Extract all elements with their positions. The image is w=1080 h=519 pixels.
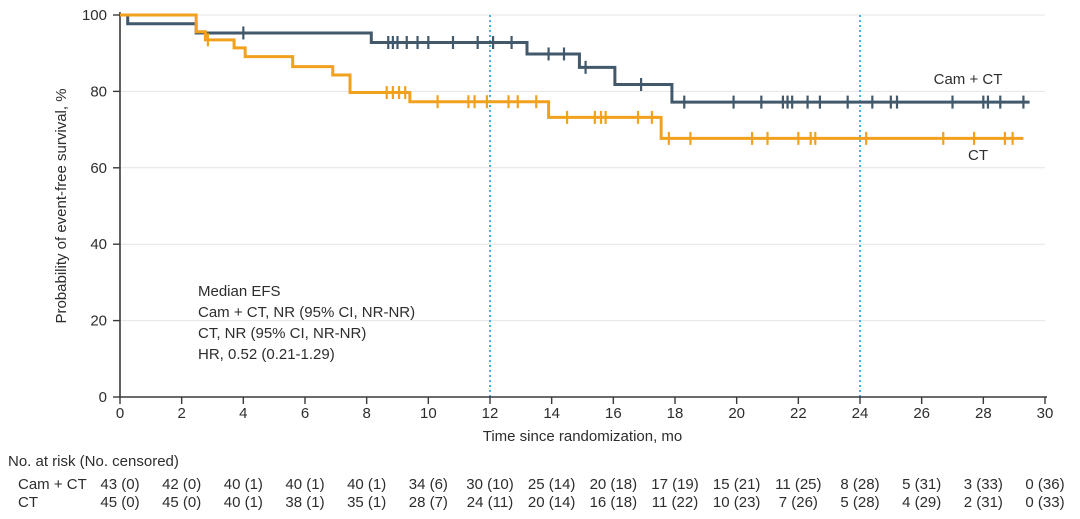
x-tick-label: 8	[362, 405, 370, 422]
x-tick-label: 2	[177, 405, 185, 422]
risk-cell: 24 (11)	[467, 494, 513, 511]
risk-cell: 40 (1)	[224, 494, 263, 511]
risk-cell: 35 (1)	[347, 494, 386, 511]
risk-cell: 20 (18)	[590, 476, 638, 493]
risk-cell: 5 (28)	[840, 494, 879, 511]
risk-cell: 45 (0)	[100, 494, 139, 511]
risk-cell: 40 (1)	[347, 476, 386, 493]
risk-cell: 15 (21)	[713, 476, 761, 493]
x-tick-label: 0	[116, 405, 124, 422]
risk-cell: 42 (0)	[162, 476, 201, 493]
y-tick-label: 60	[90, 160, 107, 177]
median-efs-annotation-line: Median EFS	[198, 283, 281, 300]
ct-curve	[120, 13, 1024, 140]
risk-cell: 17 (19)	[651, 476, 699, 493]
y-tick-label: 0	[99, 389, 107, 406]
median-efs-annotation-line: Cam + CT, NR (95% CI, NR-NR)	[198, 304, 415, 321]
camct-curve-label: Cam + CT	[934, 71, 1003, 88]
risk-cell: 0 (36)	[1025, 476, 1064, 493]
x-tick-label: 18	[667, 405, 684, 422]
risk-cell: 40 (1)	[285, 476, 324, 493]
x-tick-label: 10	[420, 405, 437, 422]
y-tick-label: 80	[90, 83, 107, 100]
camct-curve	[120, 13, 1030, 104]
risk-cell: 11 (25)	[775, 476, 821, 493]
x-tick-label: 26	[913, 405, 930, 422]
x-tick-label: 20	[728, 405, 745, 422]
y-tick-label: 40	[90, 236, 107, 253]
risk-cell: 16 (18)	[590, 494, 638, 511]
x-tick-label: 28	[975, 405, 992, 422]
risk-cell: 5 (31)	[902, 476, 941, 493]
risk-cell: 3 (33)	[964, 476, 1003, 493]
median-efs-annotation-line: HR, 0.52 (0.21-1.29)	[198, 346, 335, 363]
x-axis-title: Time since randomization, mo	[483, 428, 683, 445]
x-tick-label: 30	[1037, 405, 1054, 422]
risk-cell: 2 (31)	[964, 494, 1003, 511]
risk-cell: 34 (6)	[409, 476, 448, 493]
risk-cell: 4 (29)	[902, 494, 941, 511]
x-tick-label: 22	[790, 405, 807, 422]
risk-cell: 0 (33)	[1025, 494, 1064, 511]
risk-cell: 25 (14)	[528, 476, 576, 493]
risk-cell: 28 (7)	[409, 494, 448, 511]
risk-row-label: CT	[18, 494, 38, 511]
x-tick-label: 12	[482, 405, 499, 422]
x-tick-label: 16	[605, 405, 622, 422]
y-tick-label: 100	[82, 7, 107, 24]
risk-cell: 43 (0)	[100, 476, 139, 493]
ct-curve-label: CT	[968, 147, 988, 164]
risk-cell: 8 (28)	[840, 476, 879, 493]
x-tick-label: 4	[239, 405, 247, 422]
risk-cell: 10 (23)	[713, 494, 761, 511]
x-tick-label: 14	[543, 405, 560, 422]
risk-cell: 40 (1)	[224, 476, 263, 493]
risk-cell: 7 (26)	[779, 494, 818, 511]
risk-cell: 38 (1)	[285, 494, 324, 511]
risk-cell: 45 (0)	[162, 494, 201, 511]
risk-cell: 11 (22)	[652, 494, 698, 511]
risk-cell: 30 (10)	[466, 476, 514, 493]
y-axis-title: Probability of event-free survival, %	[53, 88, 70, 323]
y-tick-label: 20	[90, 313, 107, 330]
x-tick-label: 24	[852, 405, 869, 422]
median-efs-annotation-line: CT, NR (95% CI, NR-NR)	[198, 325, 366, 342]
risk-row-label: Cam + CT	[18, 476, 87, 493]
x-tick-label: 6	[301, 405, 309, 422]
risk-table-header: No. at risk (No. censored)	[8, 453, 179, 470]
risk-cell: 20 (14)	[528, 494, 576, 511]
